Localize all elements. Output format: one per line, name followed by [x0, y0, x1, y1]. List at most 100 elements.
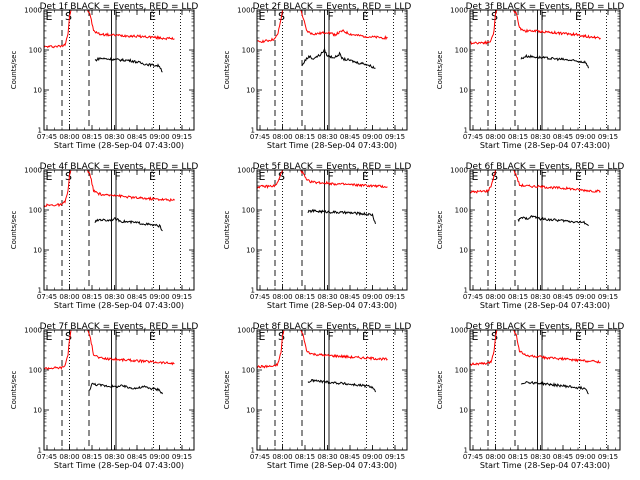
x-tick-label: 08:45: [127, 133, 147, 141]
y-axis-label: Counts/sec: [436, 211, 444, 250]
x-tick-label: 08:45: [340, 133, 360, 141]
x-tick-label: 08:15: [82, 293, 102, 301]
x-tick-label: 08:00: [272, 293, 292, 301]
x-tick-label: 07:45: [37, 133, 57, 141]
y-tick-label: 100: [455, 367, 468, 375]
interval-marker: S: [278, 170, 285, 183]
interval-marker: F: [115, 10, 121, 23]
x-tick-label: 08:30: [317, 293, 337, 301]
x-axis-label: Start Time (28-Sep-04 07:43:00): [267, 301, 397, 310]
y-axis-label: Counts/sec: [10, 371, 18, 410]
y-tick-label: 10: [459, 87, 468, 95]
y-tick-label: 100: [29, 367, 42, 375]
y-tick-label: 100: [242, 47, 255, 55]
x-tick-label: 09:00: [149, 133, 169, 141]
x-tick-label: 08:45: [127, 293, 147, 301]
series-line: [307, 378, 376, 393]
y-tick-label: 1000: [450, 327, 468, 335]
series-line: [94, 56, 163, 73]
interval-marker: E: [46, 170, 53, 183]
series-line: [301, 47, 376, 69]
interval-marker: F: [541, 170, 547, 183]
interval-marker: F: [328, 330, 334, 343]
chart-title: Det 4f BLACK = Events, RED = LLD: [40, 162, 199, 172]
x-tick-label: 08:30: [104, 293, 124, 301]
x-tick-label: 08:45: [340, 453, 360, 461]
chart-title: Det 8f BLACK = Events, RED = LLD: [253, 322, 412, 332]
x-tick-label: 08:45: [553, 133, 573, 141]
series-line: [520, 53, 589, 69]
y-tick-label: 1: [38, 287, 42, 295]
interval-marker: E: [46, 330, 53, 343]
chart-panel: Det 5f BLACK = Events, RED = LLD Counts/s…: [223, 162, 411, 310]
x-tick-label: 08:30: [530, 133, 550, 141]
x-tick-label: 08:30: [530, 453, 550, 461]
y-axis-label: Counts/sec: [223, 211, 231, 250]
x-tick-label: 08:00: [59, 133, 79, 141]
y-tick-label: 1: [251, 447, 255, 455]
series-line: [307, 208, 376, 225]
x-tick-label: 08:00: [59, 293, 79, 301]
series-line: [469, 169, 601, 194]
x-tick-label: 08:30: [104, 453, 124, 461]
chart-title: Det 2f BLACK = Events, RED = LLD: [253, 2, 412, 12]
y-tick-label: 100: [455, 47, 468, 55]
x-tick-label: 08:15: [508, 133, 528, 141]
interval-marker: E: [472, 170, 479, 183]
series-line: [256, 329, 388, 369]
y-tick-label: 1000: [450, 167, 468, 175]
y-tick-label: 10: [33, 87, 42, 95]
chart-title: Det 6f BLACK = Events, RED = LLD: [466, 162, 625, 172]
interval-marker: E: [362, 10, 369, 23]
y-tick-label: 10: [33, 247, 42, 255]
y-tick-label: 10: [246, 87, 255, 95]
x-tick-label: 07:45: [463, 453, 483, 461]
x-tick-label: 08:00: [485, 453, 505, 461]
y-axis-label: Counts/sec: [223, 371, 231, 410]
interval-marker: F: [115, 330, 121, 343]
chart-panel: Det 9f BLACK = Events, RED = LLD Counts/s…: [436, 322, 624, 470]
x-axis-label: Start Time (28-Sep-04 07:43:00): [480, 141, 610, 150]
x-axis-label: Start Time (28-Sep-04 07:43:00): [480, 301, 610, 310]
x-tick-label: 08:00: [485, 133, 505, 141]
x-tick-label: 08:15: [295, 133, 315, 141]
x-tick-label: 08:00: [59, 453, 79, 461]
chart-panel: Det 3f BLACK = Events, RED = LLD Counts/s…: [436, 2, 624, 150]
series-line: [256, 169, 388, 189]
x-tick-label: 08:15: [508, 293, 528, 301]
interval-marker: S: [491, 170, 498, 183]
chart-title: Det 9f BLACK = Events, RED = LLD: [466, 322, 625, 332]
series-line: [469, 9, 601, 45]
interval-marker: S: [65, 170, 72, 183]
x-axis-label: Start Time (28-Sep-04 07:43:00): [267, 461, 397, 470]
x-tick-label: 09:15: [172, 293, 192, 301]
interval-marker: S: [278, 330, 285, 343]
interval-marker: E: [149, 10, 156, 23]
x-tick-label: 09:00: [575, 133, 595, 141]
chart-panel: Det 8f BLACK = Events, RED = LLD Counts/s…: [223, 322, 411, 470]
y-tick-label: 1000: [24, 167, 42, 175]
interval-marker: E: [46, 10, 53, 23]
y-axis-label: Counts/sec: [436, 371, 444, 410]
x-tick-label: 08:45: [127, 453, 147, 461]
series-line: [88, 382, 163, 395]
x-axis-label: Start Time (28-Sep-04 07:43:00): [54, 301, 184, 310]
x-tick-label: 07:45: [250, 293, 270, 301]
chart-panel: Det 4f BLACK = Events, RED = LLD Counts/s…: [10, 162, 198, 310]
x-tick-label: 08:30: [104, 133, 124, 141]
x-tick-label: 07:45: [37, 293, 57, 301]
y-tick-label: 10: [459, 247, 468, 255]
interval-marker: S: [65, 10, 72, 23]
interval-marker: F: [541, 330, 547, 343]
y-tick-label: 1000: [237, 7, 255, 15]
x-tick-label: 09:00: [575, 293, 595, 301]
x-tick-label: 09:15: [598, 133, 618, 141]
plot-frame: [43, 9, 195, 131]
x-tick-label: 07:45: [250, 453, 270, 461]
interval-marker: S: [65, 330, 72, 343]
interval-marker: E: [575, 330, 582, 343]
interval-marker: F: [541, 10, 547, 23]
plot-frame: [469, 9, 621, 131]
x-tick-label: 08:45: [340, 293, 360, 301]
x-tick-label: 07:45: [463, 293, 483, 301]
